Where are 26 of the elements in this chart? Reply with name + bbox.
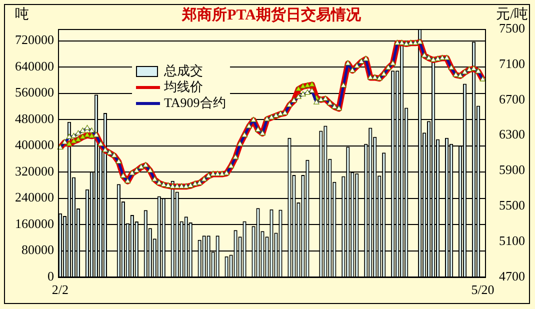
y-tick-label: 0 [48,268,54,284]
y-axis-title: 吨 [15,6,29,23]
y-tick-label: 640000 [15,58,54,74]
y2-tick-label: 4700 [499,268,525,284]
x-tick-label: 2/2 [52,282,69,298]
y-tick-label: 400000 [15,137,54,152]
y2-tick-label: 5900 [499,162,525,178]
y2-axis-title: 元/吨 [496,6,528,23]
legend-label: 总成交 [164,63,203,79]
y-tick-label: 320000 [15,163,54,178]
y-tick-label: 480000 [15,110,54,126]
y2-tick-label: 5500 [499,198,525,213]
y-tick-label: 160000 [15,216,54,231]
y2-tick-label: 7500 [499,20,525,36]
legend-label: 均线价 [164,79,203,95]
y-tick-label: 80000 [22,242,54,258]
x-tick-label: 5/20 [471,282,494,298]
y2-tick-label: 7100 [499,56,525,71]
y-tick-label: 560000 [15,84,54,100]
legend-label: TA909合约 [164,95,226,111]
y2-tick-label: 6300 [499,126,525,142]
y2-tick-label: 6700 [499,91,525,106]
chart-title: 郑商所PTA期货日交易情况 [181,5,362,24]
y-tick-label: 240000 [15,190,54,205]
y-tick-label: 720000 [15,32,54,48]
y2-tick-label: 5100 [499,232,525,248]
